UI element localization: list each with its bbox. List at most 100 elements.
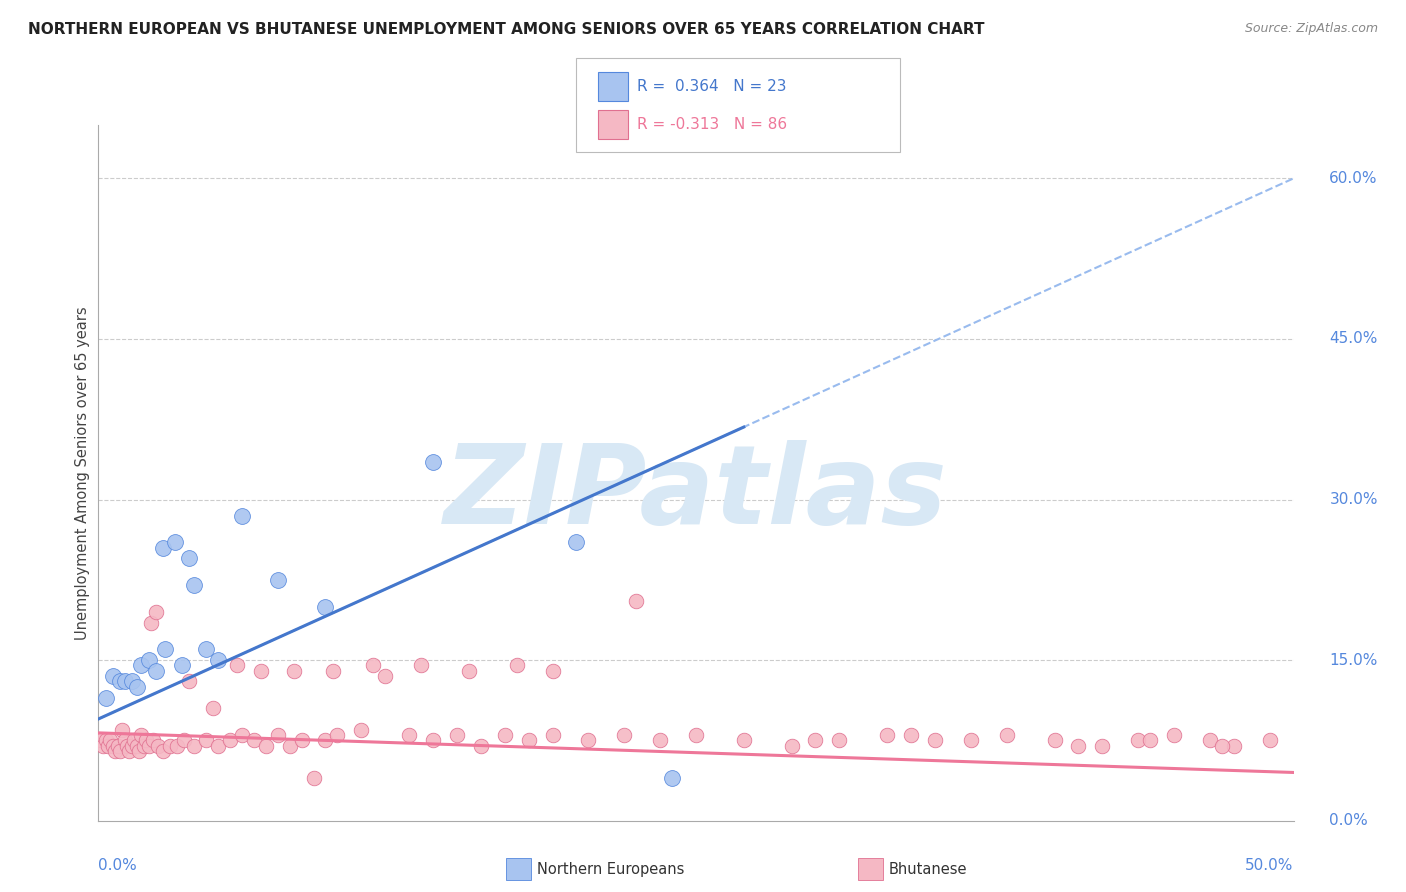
Point bbox=[166, 739, 188, 753]
Point bbox=[1198, 733, 1220, 747]
Point bbox=[226, 658, 249, 673]
Point bbox=[94, 733, 117, 747]
Point bbox=[115, 739, 138, 753]
Point bbox=[315, 733, 337, 747]
Point bbox=[1163, 728, 1185, 742]
Point bbox=[374, 669, 396, 683]
Point bbox=[132, 739, 155, 753]
Point bbox=[159, 739, 181, 753]
Point bbox=[91, 739, 114, 753]
Point bbox=[125, 680, 148, 694]
Point bbox=[207, 739, 229, 753]
Point bbox=[457, 664, 479, 678]
Point bbox=[541, 728, 564, 742]
Point bbox=[959, 733, 981, 747]
Point bbox=[202, 701, 225, 715]
Point bbox=[139, 615, 162, 630]
Point bbox=[1128, 733, 1150, 747]
Point bbox=[1139, 733, 1161, 747]
Point bbox=[613, 728, 636, 742]
Point bbox=[242, 733, 264, 747]
Point bbox=[107, 739, 129, 753]
Point bbox=[302, 771, 325, 785]
Point bbox=[267, 573, 290, 587]
Point bbox=[411, 658, 433, 673]
Point bbox=[131, 728, 153, 742]
Point bbox=[172, 658, 194, 673]
Point bbox=[290, 733, 312, 747]
Point bbox=[422, 733, 444, 747]
Point bbox=[576, 733, 599, 747]
Point bbox=[135, 733, 157, 747]
Point bbox=[98, 733, 122, 747]
Point bbox=[97, 739, 120, 753]
Text: Northern Europeans: Northern Europeans bbox=[537, 863, 685, 877]
Point bbox=[152, 744, 174, 758]
Point bbox=[565, 535, 588, 549]
Point bbox=[1222, 739, 1246, 753]
Text: ZIPatlas: ZIPatlas bbox=[444, 440, 948, 547]
Text: NORTHERN EUROPEAN VS BHUTANESE UNEMPLOYMENT AMONG SENIORS OVER 65 YEARS CORRELAT: NORTHERN EUROPEAN VS BHUTANESE UNEMPLOYM… bbox=[28, 22, 984, 37]
Point bbox=[278, 739, 301, 753]
Point bbox=[1211, 739, 1233, 753]
Point bbox=[494, 728, 516, 742]
Point bbox=[114, 674, 136, 689]
Point bbox=[138, 653, 160, 667]
Point bbox=[101, 739, 124, 753]
Point bbox=[118, 744, 141, 758]
Point bbox=[148, 739, 170, 753]
Point bbox=[1258, 733, 1281, 747]
Point bbox=[124, 733, 146, 747]
Text: 30.0%: 30.0% bbox=[1330, 492, 1378, 507]
Point bbox=[470, 739, 492, 753]
Point bbox=[94, 690, 117, 705]
Point bbox=[541, 664, 564, 678]
Point bbox=[804, 733, 827, 747]
Point bbox=[1043, 733, 1066, 747]
Text: R =  0.364   N = 23: R = 0.364 N = 23 bbox=[637, 78, 786, 94]
Point bbox=[108, 674, 131, 689]
Point bbox=[142, 733, 165, 747]
Point bbox=[283, 664, 305, 678]
Point bbox=[924, 733, 946, 747]
Point bbox=[661, 771, 683, 785]
Point bbox=[315, 599, 337, 614]
Point bbox=[111, 723, 134, 737]
Point bbox=[138, 739, 160, 753]
Point bbox=[326, 728, 349, 742]
Point bbox=[876, 728, 898, 742]
Point bbox=[125, 739, 148, 753]
Point bbox=[398, 728, 420, 742]
Point bbox=[131, 658, 153, 673]
Text: Source: ZipAtlas.com: Source: ZipAtlas.com bbox=[1244, 22, 1378, 36]
Point bbox=[121, 674, 143, 689]
Point bbox=[219, 733, 242, 747]
Point bbox=[267, 728, 290, 742]
Point bbox=[194, 733, 217, 747]
Point bbox=[648, 733, 672, 747]
Point bbox=[90, 733, 112, 747]
Text: 0.0%: 0.0% bbox=[1330, 814, 1368, 828]
Point bbox=[624, 594, 647, 608]
Point bbox=[828, 733, 851, 747]
Point bbox=[1091, 739, 1114, 753]
Point bbox=[995, 728, 1018, 742]
Point bbox=[179, 551, 201, 566]
Point bbox=[183, 578, 205, 592]
Point bbox=[350, 723, 373, 737]
Point bbox=[194, 642, 217, 657]
Point bbox=[207, 653, 229, 667]
Point bbox=[152, 541, 174, 555]
Point bbox=[108, 744, 131, 758]
Text: Bhutanese: Bhutanese bbox=[889, 863, 967, 877]
Point bbox=[104, 744, 127, 758]
Point bbox=[155, 642, 177, 657]
Point bbox=[733, 733, 755, 747]
Text: 60.0%: 60.0% bbox=[1330, 171, 1378, 186]
Point bbox=[446, 728, 468, 742]
Point bbox=[231, 508, 253, 523]
Point bbox=[506, 658, 529, 673]
Point bbox=[179, 674, 201, 689]
Point bbox=[250, 664, 273, 678]
Y-axis label: Unemployment Among Seniors over 65 years: Unemployment Among Seniors over 65 years bbox=[75, 306, 90, 640]
